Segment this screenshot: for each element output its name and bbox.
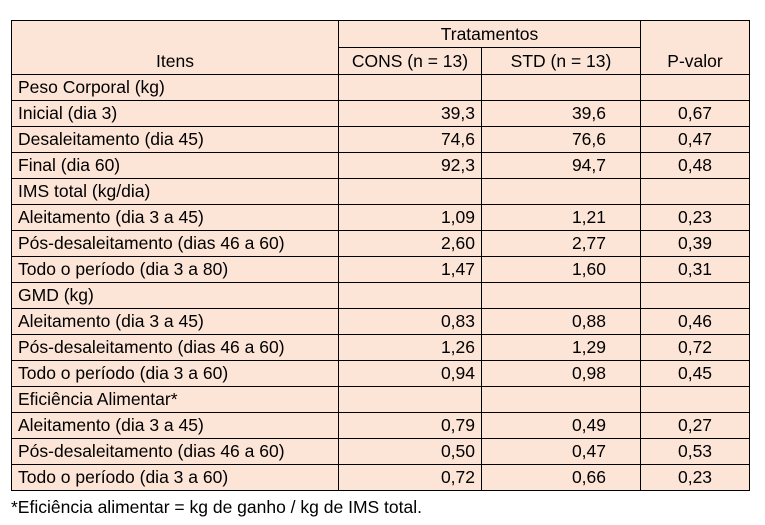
cons-value: 0,79 [338, 412, 482, 439]
empty-cell [640, 178, 750, 205]
cons-value: 74,6 [338, 126, 482, 153]
std-value: 0,66 [481, 464, 641, 491]
cons-value: 0,94 [338, 360, 482, 387]
std-value: 1,21 [481, 204, 641, 231]
p-value: 0,31 [640, 256, 750, 283]
cons-value: 92,3 [338, 152, 482, 179]
std-value: 1,60 [481, 256, 641, 283]
std-value: 39,6 [481, 100, 641, 127]
p-value: 0,23 [640, 464, 750, 491]
cons-value: 0,50 [338, 438, 482, 465]
row-label: Todo o período (dia 3 a 60) [11, 464, 339, 491]
row-label: Aleitamento (dia 3 a 45) [11, 308, 339, 335]
row-label: Final (dia 60) [11, 152, 339, 179]
p-value: 0,47 [640, 126, 750, 153]
table-row: Final (dia 60) 92,3 94,7 0,48 [11, 152, 750, 179]
table-row: Todo o período (dia 3 a 60) 0,94 0,98 0,45 [11, 360, 750, 387]
section-row: Peso Corporal (kg) [11, 74, 750, 101]
row-label: Pós-desaleitamento (dias 46 a 60) [11, 230, 339, 257]
header-cons: CONS (n = 13) [338, 47, 482, 75]
table-row: Pós-desaleitamento (dias 46 a 60) 1,26 1,2… [11, 334, 750, 361]
table-row: Pós-desaleitamento (dias 46 a 60) 2,60 2,7… [11, 230, 750, 257]
cons-value: 1,47 [338, 256, 482, 283]
row-label: Inicial (dia 3) [11, 100, 339, 127]
std-value: 0,49 [481, 412, 641, 439]
cons-value: 1,26 [338, 334, 482, 361]
cons-value: 0,72 [338, 464, 482, 491]
empty-cell [338, 386, 482, 413]
row-label: Todo o período (dia 3 a 60) [11, 360, 339, 387]
table-body: Itens Tratamentos P-valor CONS (n = 13) … [11, 20, 750, 491]
header-row-1: Itens Tratamentos P-valor [11, 20, 750, 75]
row-label: Pós-desaleitamento (dias 46 a 60) [11, 334, 339, 361]
cons-value: 2,60 [338, 230, 482, 257]
empty-cell [481, 74, 641, 101]
results-table: Itens Tratamentos P-valor CONS (n = 13) … [11, 20, 750, 491]
header-items: Itens [11, 20, 339, 75]
row-label: Pós-desaleitamento (dias 46 a 60) [11, 438, 339, 465]
empty-cell [640, 386, 750, 413]
table-row: Inicial (dia 3) 39,3 39,6 0,67 [11, 100, 750, 127]
std-value: 0,98 [481, 360, 641, 387]
cons-value: 0,83 [338, 308, 482, 335]
std-value: 76,6 [481, 126, 641, 153]
empty-cell [481, 386, 641, 413]
p-value: 0,27 [640, 412, 750, 439]
table-row: Todo o período (dia 3 a 60) 0,72 0,66 0,23 [11, 464, 750, 491]
p-value: 0,23 [640, 204, 750, 231]
section-row: IMS total (kg/dia) [11, 178, 750, 205]
header-row-2: CONS (n = 13) STD (n = 13) [12, 47, 750, 75]
section-row: GMD (kg) [11, 282, 750, 309]
cons-value: 39,3 [338, 100, 482, 127]
section-title: Eficiência Alimentar* [11, 386, 339, 413]
std-value: 0,47 [481, 438, 641, 465]
section-title: IMS total (kg/dia) [11, 178, 339, 205]
std-value: 94,7 [481, 152, 641, 179]
empty-cell [338, 282, 482, 309]
p-value: 0,67 [640, 100, 750, 127]
p-value: 0,53 [640, 438, 750, 465]
row-label: Aleitamento (dia 3 a 45) [11, 204, 339, 231]
empty-cell [640, 282, 750, 309]
table-row: Todo o período (dia 3 a 80) 1,47 1,60 0,31 [11, 256, 750, 283]
header-std: STD (n = 13) [481, 47, 641, 75]
header-treatments: Tratamentos [338, 20, 641, 48]
section-title: GMD (kg) [11, 282, 339, 309]
header-p-value: P-valor [640, 20, 750, 75]
p-value: 0,48 [640, 152, 750, 179]
section-title: Peso Corporal (kg) [11, 74, 339, 101]
p-value: 0,72 [640, 334, 750, 361]
std-value: 2,77 [481, 230, 641, 257]
row-label: Todo o período (dia 3 a 80) [11, 256, 339, 283]
std-value: 1,29 [481, 334, 641, 361]
row-label: Desaleitamento (dia 45) [11, 126, 339, 153]
p-value: 0,45 [640, 360, 750, 387]
empty-cell [338, 178, 482, 205]
row-label: Aleitamento (dia 3 a 45) [11, 412, 339, 439]
section-row: Eficiência Alimentar* [11, 386, 750, 413]
table-row: Aleitamento (dia 3 a 45) 1,09 1,21 0,23 [11, 204, 750, 231]
empty-cell [640, 74, 750, 101]
p-value: 0,39 [640, 230, 750, 257]
table-row: Desaleitamento (dia 45) 74,6 76,6 0,47 [11, 126, 750, 153]
table-row: Aleitamento (dia 3 a 45) 0,79 0,49 0,27 [11, 412, 750, 439]
table-row: Pós-desaleitamento (dias 46 a 60) 0,50 0,4… [11, 438, 750, 465]
p-value: 0,46 [640, 308, 750, 335]
table-row: Aleitamento (dia 3 a 45) 0,83 0,88 0,46 [11, 308, 750, 335]
empty-cell [481, 178, 641, 205]
empty-cell [338, 74, 482, 101]
std-value: 0,88 [481, 308, 641, 335]
cons-value: 1,09 [338, 204, 482, 231]
footnote: *Eficiência alimentar = kg de ganho / kg… [11, 497, 422, 517]
empty-cell [481, 282, 641, 309]
